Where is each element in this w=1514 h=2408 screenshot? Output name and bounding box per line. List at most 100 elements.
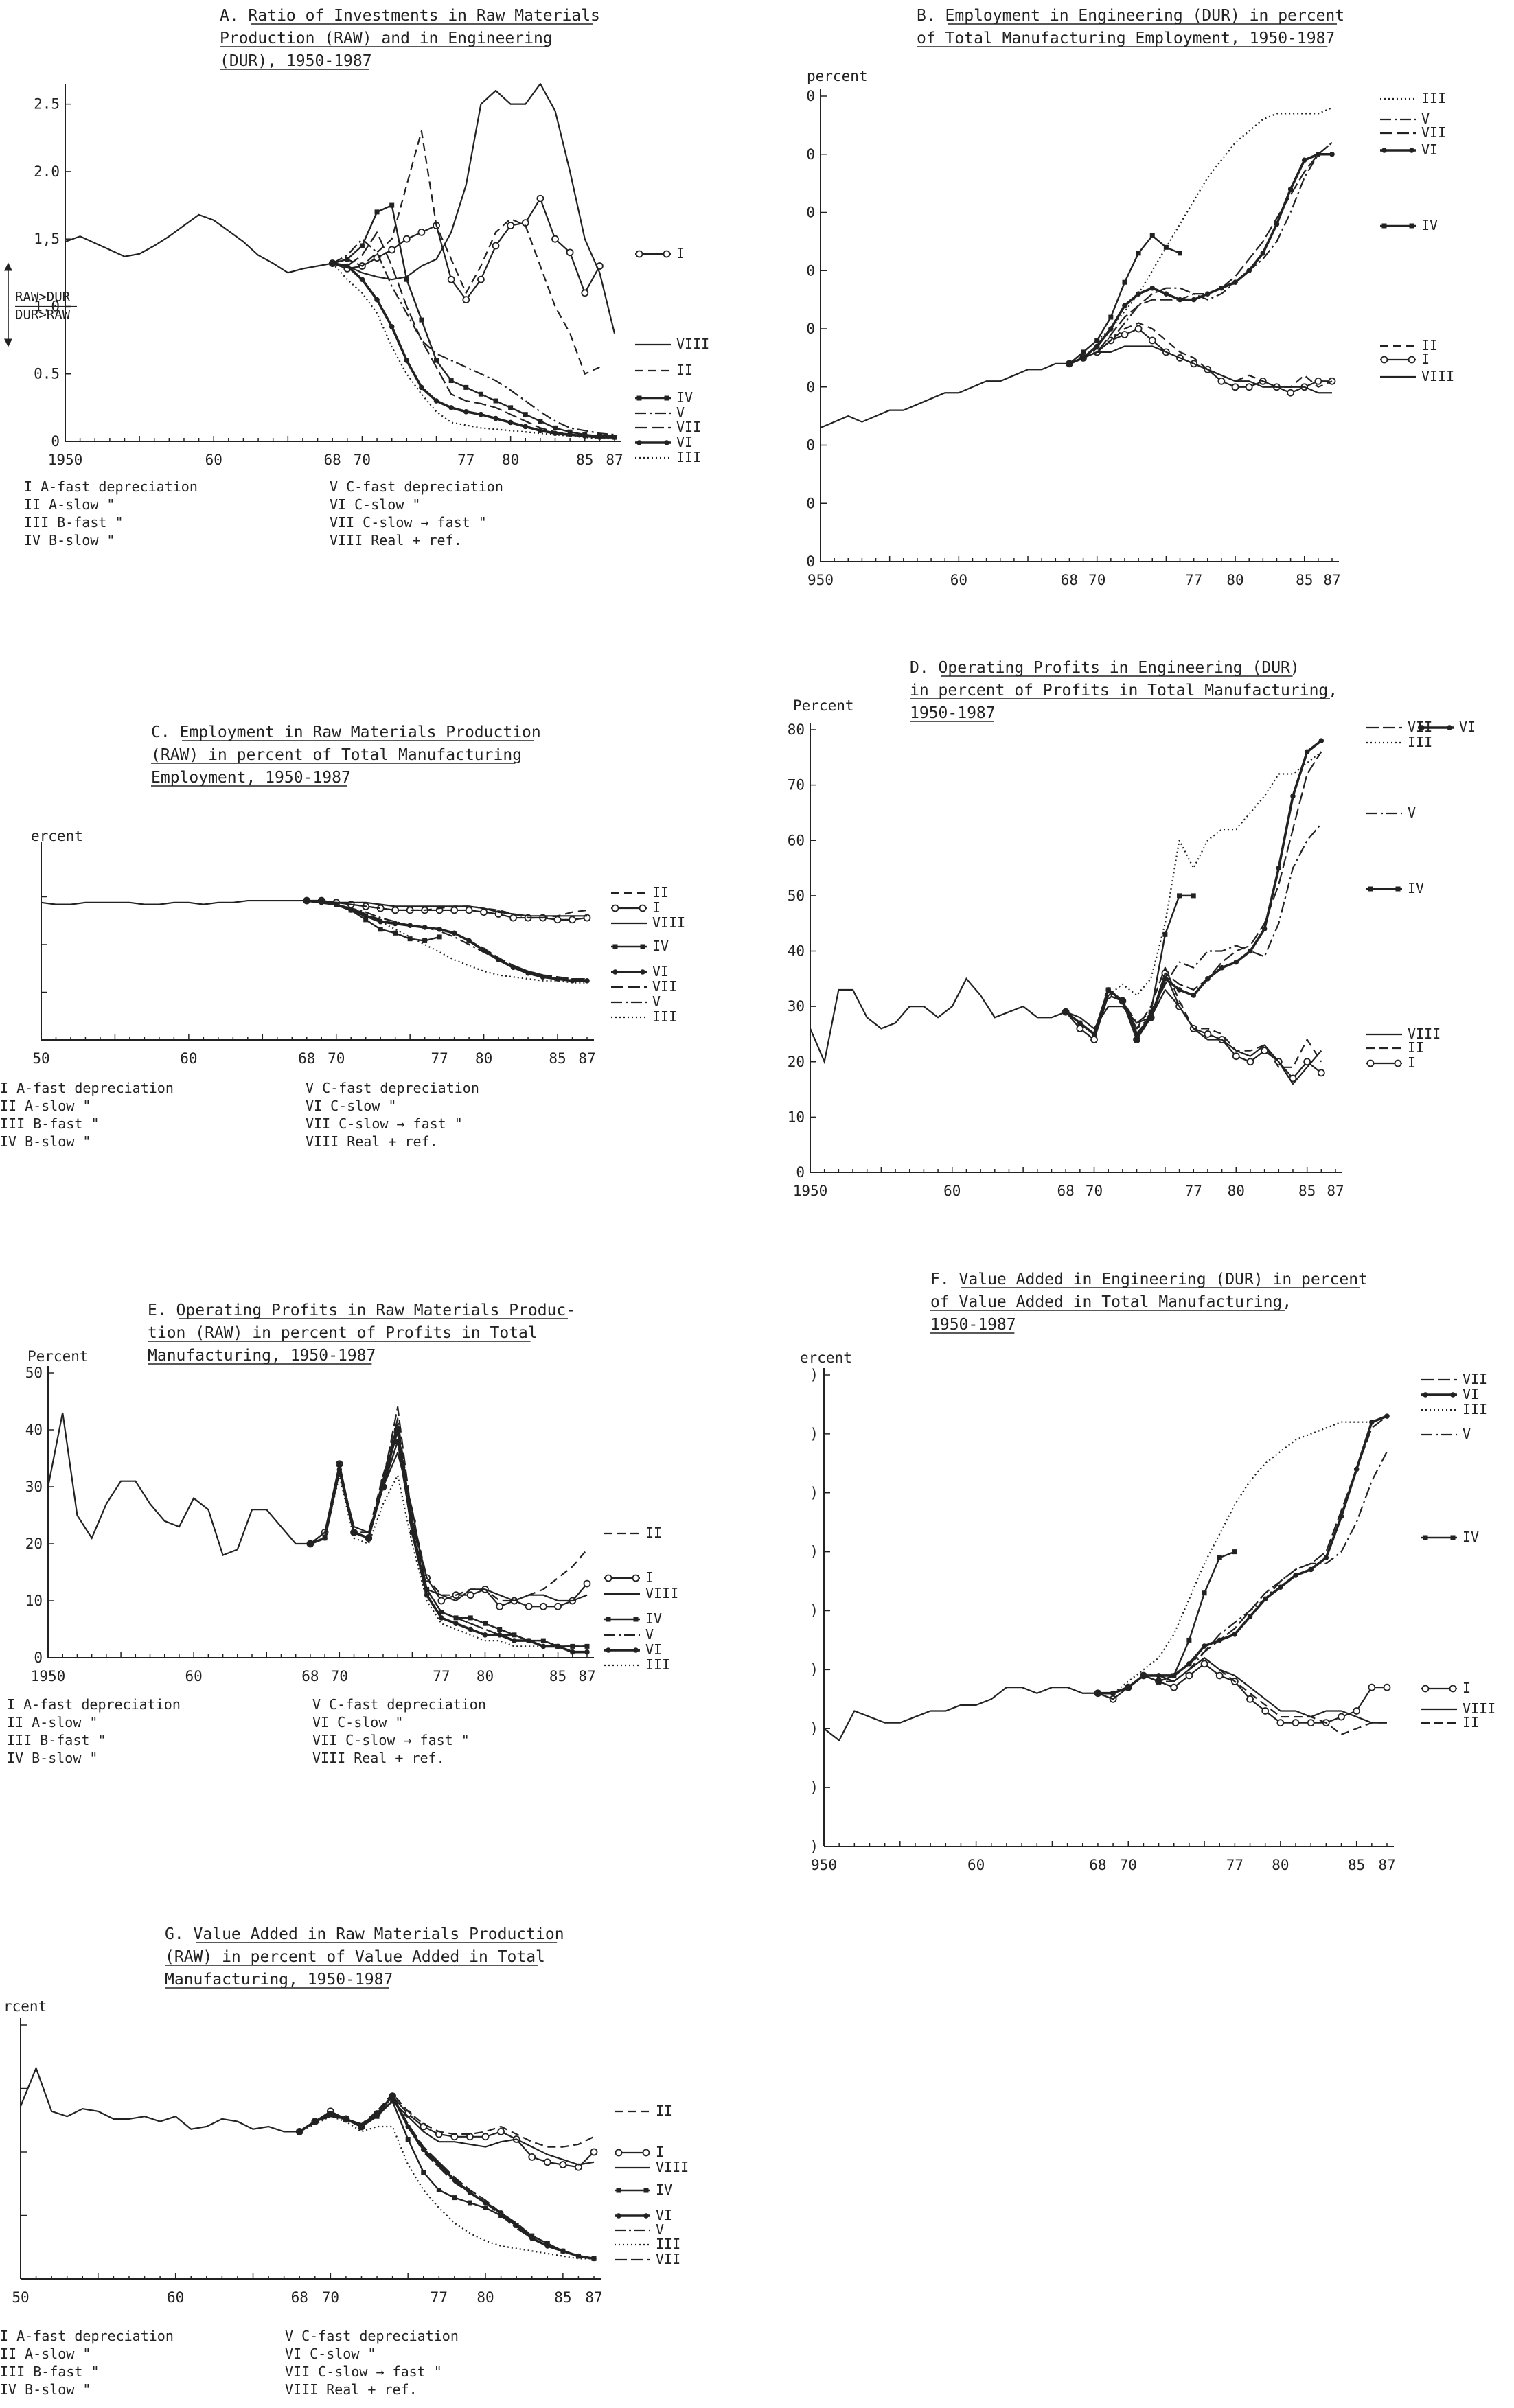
series-II [332,130,600,375]
key-item: I A-fast depreciation [0,1080,174,1096]
data-point [612,435,617,440]
x-tick-label: 87 [606,452,623,468]
data-point [405,2124,411,2129]
data-point [1136,291,1141,297]
side-arrow-head-up [4,262,12,271]
x-tick-label: 68 [1061,572,1078,588]
data-point [374,209,380,215]
side-note-lower: DUR>RAW [15,307,71,322]
x-tick-label: 77 [431,1050,448,1067]
legend-label: VI [656,2207,672,2223]
y-tick-label: ) [810,1426,818,1442]
data-point [497,2127,505,2135]
data-point [1156,1679,1162,1685]
chart-title-line: tion (RAW) in percent of Profits in Tota… [148,1324,538,1342]
chart-G: G. Value Added in Raw Materials Producti… [0,1925,689,2398]
data-point [1134,1037,1140,1042]
y-tick-label: ) [810,1779,818,1796]
data-point [493,415,498,421]
series-line-VI [1068,152,1332,365]
data-point [496,1602,504,1610]
series-line-I [1097,1663,1387,1724]
data-point [1307,1719,1315,1727]
data-point [434,358,439,363]
series-line-VII [306,899,587,980]
x-tick-label: 60 [167,2289,184,2306]
legend-label: V [652,993,661,1010]
data-point [1105,987,1111,993]
key-item: III B-fast " [0,1115,100,1132]
key-item: III B-fast " [7,1732,106,1748]
series-V [306,899,587,982]
y-tick-label: 0 [806,146,815,163]
data-point [1148,1009,1154,1015]
x-tick-label: 950 [807,572,834,588]
x-tick-label: 70 [331,1668,348,1685]
data-point [1318,738,1324,743]
series-line-III [306,899,587,984]
data-point [395,1439,400,1444]
data-point [540,1643,547,1649]
data-point [1287,389,1294,397]
series-I [1094,1660,1391,1727]
key-item: IV B-slow " [0,2381,91,2398]
x-tick-label: 50 [32,1050,49,1067]
key-item: VII C-slow → fast " [312,1732,470,1748]
legend-label: IV [1421,217,1438,233]
y-tick-label: 20 [788,1054,805,1070]
x-tick-label: 68 [1057,1183,1075,1199]
x-tick-label: 1950 [31,1668,66,1685]
x-tick-label: 80 [475,1050,492,1067]
data-point [635,250,643,258]
data-point [1202,1590,1207,1596]
series-line-III [310,1474,587,1653]
data-point [536,194,544,202]
data-point [1122,303,1127,308]
key-item: IV B-slow " [0,1133,91,1150]
series-II [310,1423,588,1602]
data-point [1262,1596,1268,1602]
data-point [404,277,409,282]
data-point [436,2162,442,2168]
data-point [1394,1059,1402,1067]
data-point [1261,1707,1270,1715]
y-tick-label: ) [810,1544,818,1560]
data-point [1381,223,1387,229]
series-line-VII [1069,141,1333,364]
legend-label: IV [652,938,669,954]
data-point [553,916,562,924]
x-tick-label: 87 [578,1668,595,1685]
data-point [1395,886,1401,892]
data-point [1353,1707,1361,1715]
x-tick-label: 87 [585,2289,602,2306]
legend-label: II [676,362,693,378]
chart-title-line: of Value Added in Total Manufacturing, [930,1293,1292,1311]
data-point [1200,1660,1208,1668]
data-point [348,907,354,913]
legend-label: V [1421,111,1430,127]
series-VIII [1097,1657,1387,1724]
data-point [1217,1555,1222,1560]
x-tick-label: 60 [967,1857,985,1873]
data-point [1149,233,1155,238]
y-tick-label: ) [810,1603,818,1619]
key-item: III B-fast " [0,2363,100,2380]
y-tick-label: ) [810,1367,818,1383]
data-point [1381,148,1387,153]
y-tick-label: ) [810,1720,818,1737]
series-line-II [1097,1657,1387,1735]
data-point [374,297,380,303]
data-point [664,440,669,445]
history-line [820,362,1070,429]
data-point [395,1427,400,1433]
series-IV [1066,233,1183,367]
data-point [463,384,469,390]
data-point [512,1638,517,1643]
data-point [1323,1555,1329,1561]
data-point [1338,1713,1345,1721]
